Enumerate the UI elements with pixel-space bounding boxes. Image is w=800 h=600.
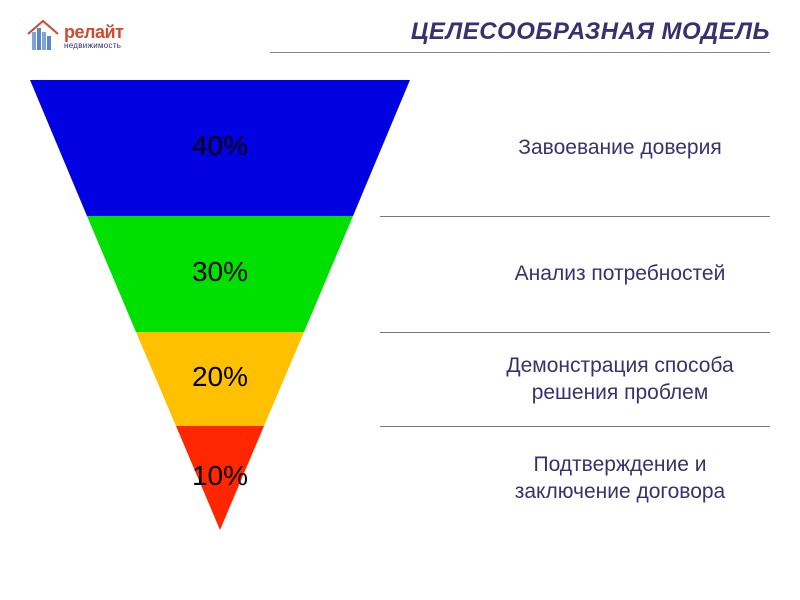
funnel-label-3: Подтверждение и заключение договора <box>480 426 760 530</box>
funnel-label-1: Анализ потребностей <box>480 216 760 332</box>
logo-text: релайт недвижимость <box>64 23 123 50</box>
funnel-percent-2: 20% <box>160 361 280 393</box>
building-icon <box>26 18 60 54</box>
logo-sub: недвижимость <box>64 42 123 50</box>
title-underline <box>270 52 770 53</box>
funnel-label-2: Демонстрация способа решения проблем <box>480 332 760 426</box>
logo: релайт недвижимость <box>26 18 123 54</box>
funnel-diagram: 40% Завоевание доверия 30% Анализ потребнос… <box>30 80 770 580</box>
funnel-label-0: Завоевание доверия <box>480 80 760 216</box>
funnel-percent-3: 10% <box>160 460 280 492</box>
page-title: ЦЕЛЕСООБРАЗНАЯ МОДЕЛЬ <box>411 18 770 46</box>
funnel-percent-1: 30% <box>160 256 280 288</box>
logo-brand: релайт <box>64 23 123 41</box>
funnel-percent-0: 40% <box>160 130 280 162</box>
slide: релайт недвижимость ЦЕЛЕСООБРАЗНАЯ МОДЕЛ… <box>0 0 800 600</box>
